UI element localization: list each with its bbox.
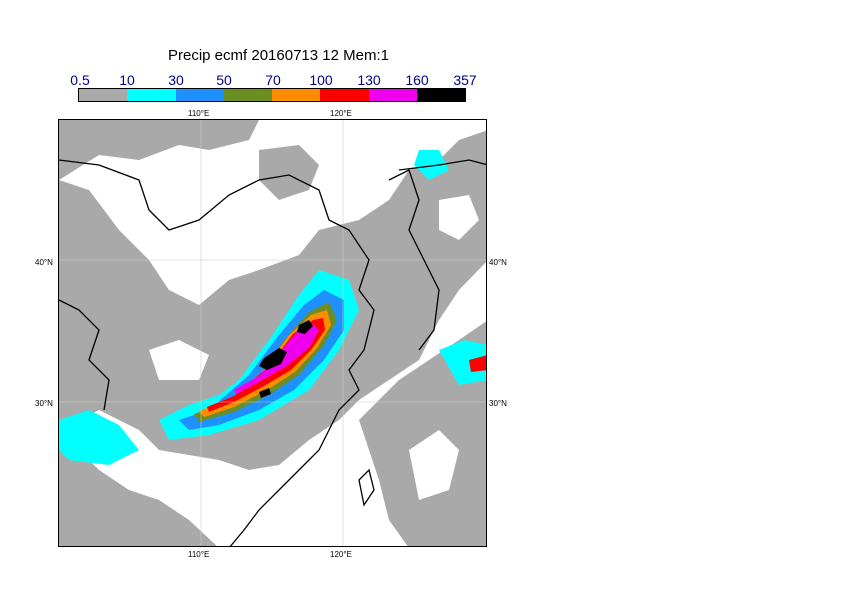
graticule — [59, 120, 486, 546]
no-precip-areas — [149, 175, 479, 530]
precip-gray-area — [59, 120, 486, 546]
legend-label: 10 — [119, 72, 135, 88]
legend-colorbar — [78, 88, 466, 102]
legend-label: 70 — [265, 72, 281, 88]
legend-label: 130 — [357, 72, 381, 88]
legend-label: 160 — [405, 72, 429, 88]
map-canvas — [59, 120, 486, 546]
legend-swatch — [79, 89, 128, 101]
legend-label: 50 — [216, 72, 232, 88]
legend-label: 30 — [168, 72, 184, 88]
precip-black-area — [259, 320, 313, 398]
lat-label-left: 30°N — [35, 399, 53, 408]
legend-swatch — [320, 89, 369, 101]
lat-label-right: 40°N — [489, 258, 507, 267]
legend-swatch — [368, 89, 417, 101]
legend-swatch — [127, 89, 176, 101]
map-title: Precip ecmf 20160713 12 Mem:1 — [168, 47, 389, 64]
lat-label-left: 40°N — [35, 258, 53, 267]
legend-swatch — [175, 89, 224, 101]
legend-swatch — [416, 89, 465, 101]
legend-label: 0.5 — [70, 72, 90, 88]
legend-label: 100 — [309, 72, 333, 88]
lon-label-bottom: 120°E — [330, 550, 352, 559]
legend-swatch — [272, 89, 321, 101]
legend-label: 357 — [453, 72, 477, 88]
precipitation-map — [58, 119, 487, 547]
lat-label-right: 30°N — [489, 399, 507, 408]
lon-label-bottom: 110°E — [188, 550, 210, 559]
lon-label-top: 120°E — [330, 109, 352, 118]
coastlines — [59, 159, 486, 546]
legend-swatch — [223, 89, 272, 101]
lon-label-top: 110°E — [188, 109, 210, 118]
